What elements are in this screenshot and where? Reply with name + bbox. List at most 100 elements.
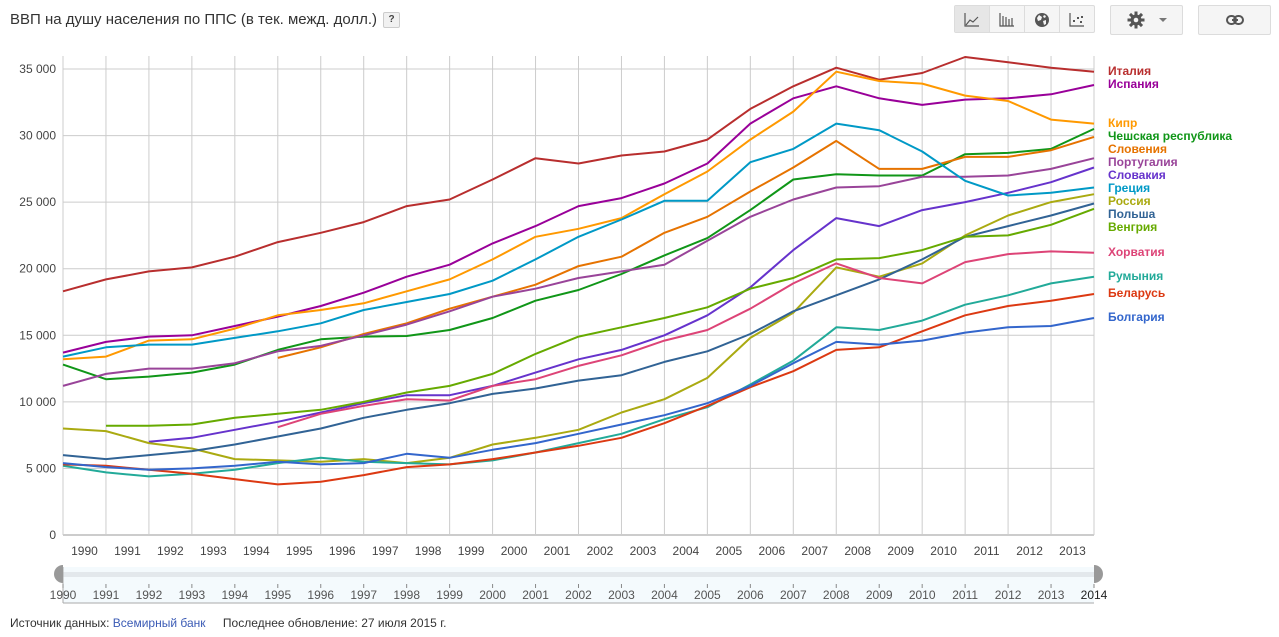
map-button[interactable] — [1025, 6, 1060, 32]
x-tick-label: 2001 — [544, 544, 571, 558]
map-globe-icon — [1035, 13, 1049, 27]
series-lines — [62, 56, 1095, 486]
series-line-2[interactable] — [62, 84, 1095, 354]
y-tick-label: 25 000 — [19, 195, 56, 209]
x-tick-label: 1995 — [286, 544, 313, 558]
series-line-6[interactable] — [62, 157, 1095, 387]
slider-tick-label: 2007 — [780, 588, 807, 602]
legend-item[interactable]: Словакия — [1108, 167, 1166, 182]
source-label: Источник данных: — [10, 616, 110, 630]
series-line-5[interactable] — [277, 135, 1095, 359]
x-tick-label: 2000 — [501, 544, 528, 558]
series-line-14[interactable] — [62, 293, 1095, 486]
legend-item[interactable]: Италия — [1108, 63, 1152, 78]
x-tick-label: 2003 — [630, 544, 657, 558]
legend-item[interactable]: Греция — [1108, 180, 1151, 195]
time-slider[interactable]: 1990 1991 1992 1993 1994 1995 1996 1997 1998 1999… — [50, 565, 1108, 604]
legend-item[interactable]: Болгария — [1108, 309, 1165, 324]
series-line-3[interactable] — [62, 70, 1095, 361]
footer: Источник данных: Всемирный банк Последне… — [10, 616, 446, 630]
x-tick-label: 1992 — [157, 544, 184, 558]
y-tick-label: 15 000 — [19, 328, 56, 342]
y-tick-label: 10 000 — [19, 395, 56, 409]
line-chart-icon — [964, 13, 979, 27]
legend-item[interactable]: Румыния — [1108, 268, 1164, 283]
slider-tick-label: 1999 — [436, 588, 463, 602]
legend-item[interactable]: Чешская республика — [1108, 128, 1233, 143]
slider-tick-label: 1994 — [221, 588, 248, 602]
x-tick-label: 2009 — [887, 544, 914, 558]
settings-button[interactable] — [1110, 5, 1183, 35]
gear-icon — [1127, 11, 1144, 29]
x-tick-label: 2011 — [974, 544, 1000, 558]
series-line-8[interactable] — [62, 122, 1095, 358]
x-tick-label: 1990 — [71, 544, 98, 558]
x-tick-label: 2008 — [844, 544, 871, 558]
series-line-11[interactable] — [106, 207, 1095, 427]
x-tick-label: 1991 — [114, 544, 141, 558]
slider-end-handle[interactable] — [1094, 565, 1103, 583]
series-line-4[interactable] — [62, 127, 1095, 381]
last-updated: Последнее обновление: 27 июля 2015 г. — [222, 616, 447, 630]
legend-item[interactable]: Испания — [1108, 76, 1159, 91]
slider-tick-label: 2000 — [479, 588, 506, 602]
slider-range-bar — [63, 572, 1094, 577]
series-line-10[interactable] — [62, 202, 1095, 461]
chart-title: ВВП на душу населения по ППС (в тек. меж… — [10, 11, 401, 29]
legend-item[interactable]: Словения — [1108, 141, 1167, 156]
slider-tick-label: 2006 — [737, 588, 764, 602]
series-line-15[interactable] — [62, 317, 1095, 471]
slider-tick-label: 2011 — [952, 588, 978, 602]
x-axis: 1990 1991 1992 1993 1994 1995 1996 1997 1998 1999… — [71, 544, 1086, 558]
slider-tick-label: 2010 — [909, 588, 936, 602]
slider-tick-label: 1996 — [307, 588, 334, 602]
y-axis: 0 5 000 10 000 15 000 20 000 25 000 30 000 35 0… — [19, 62, 56, 542]
slider-tick-label: 2001 — [522, 588, 549, 602]
slider-tick-label: 2002 — [565, 588, 592, 602]
slider-tick-label: 1990 — [50, 588, 77, 602]
slider-tick-label: 2005 — [694, 588, 721, 602]
legend-item[interactable]: Беларусь — [1108, 286, 1166, 300]
slider-start-handle[interactable] — [54, 565, 63, 583]
legend-item[interactable]: Россия — [1108, 193, 1151, 208]
legend-item[interactable]: Польша — [1108, 206, 1156, 221]
legend-item[interactable]: Хорватия — [1108, 244, 1165, 259]
x-tick-label: 1999 — [458, 544, 485, 558]
slider-tick-label: 1998 — [393, 588, 420, 602]
legend-item[interactable]: Венгрия — [1108, 219, 1158, 234]
series-line-13[interactable] — [62, 275, 1095, 478]
caret-down-icon — [1158, 17, 1167, 22]
link-button[interactable] — [1198, 5, 1271, 35]
slider-tick-label: 1995 — [264, 588, 291, 602]
y-tick-label: 20 000 — [19, 262, 56, 276]
x-tick-label: 2012 — [1016, 544, 1043, 558]
y-tick-label: 0 — [49, 528, 56, 542]
help-button[interactable]: ? — [383, 12, 401, 29]
series-line-12[interactable] — [277, 250, 1095, 429]
x-tick-label: 1996 — [329, 544, 356, 558]
slider-tick-label: 2014 — [1081, 588, 1108, 602]
grid — [62, 56, 1095, 536]
series-line-7[interactable] — [148, 166, 1095, 443]
line-chart-button[interactable] — [955, 6, 990, 32]
x-tick-label: 1997 — [372, 544, 399, 558]
x-tick-label: 2004 — [673, 544, 700, 558]
slider-tick-label: 2004 — [651, 588, 678, 602]
bar-chart-icon — [999, 13, 1014, 27]
series-line-9[interactable] — [62, 193, 1095, 465]
slider-tick-label: 1997 — [350, 588, 377, 602]
y-tick-label: 5 000 — [26, 461, 56, 475]
chart-type-toolbar — [954, 5, 1095, 33]
x-tick-label: 2006 — [758, 544, 785, 558]
slider-tick-label: 1993 — [179, 588, 206, 602]
x-tick-label: 2005 — [716, 544, 743, 558]
slider-tick-label: 1992 — [136, 588, 163, 602]
bar-chart-button[interactable] — [990, 6, 1025, 32]
source-link[interactable]: Всемирный банк — [112, 616, 206, 630]
legend-item[interactable]: Португалия — [1108, 154, 1178, 169]
slider-tick-label: 2009 — [866, 588, 893, 602]
legend-item[interactable]: Кипр — [1108, 115, 1138, 130]
scatter-chart-button[interactable] — [1060, 6, 1094, 32]
series-line-1[interactable] — [62, 56, 1095, 293]
